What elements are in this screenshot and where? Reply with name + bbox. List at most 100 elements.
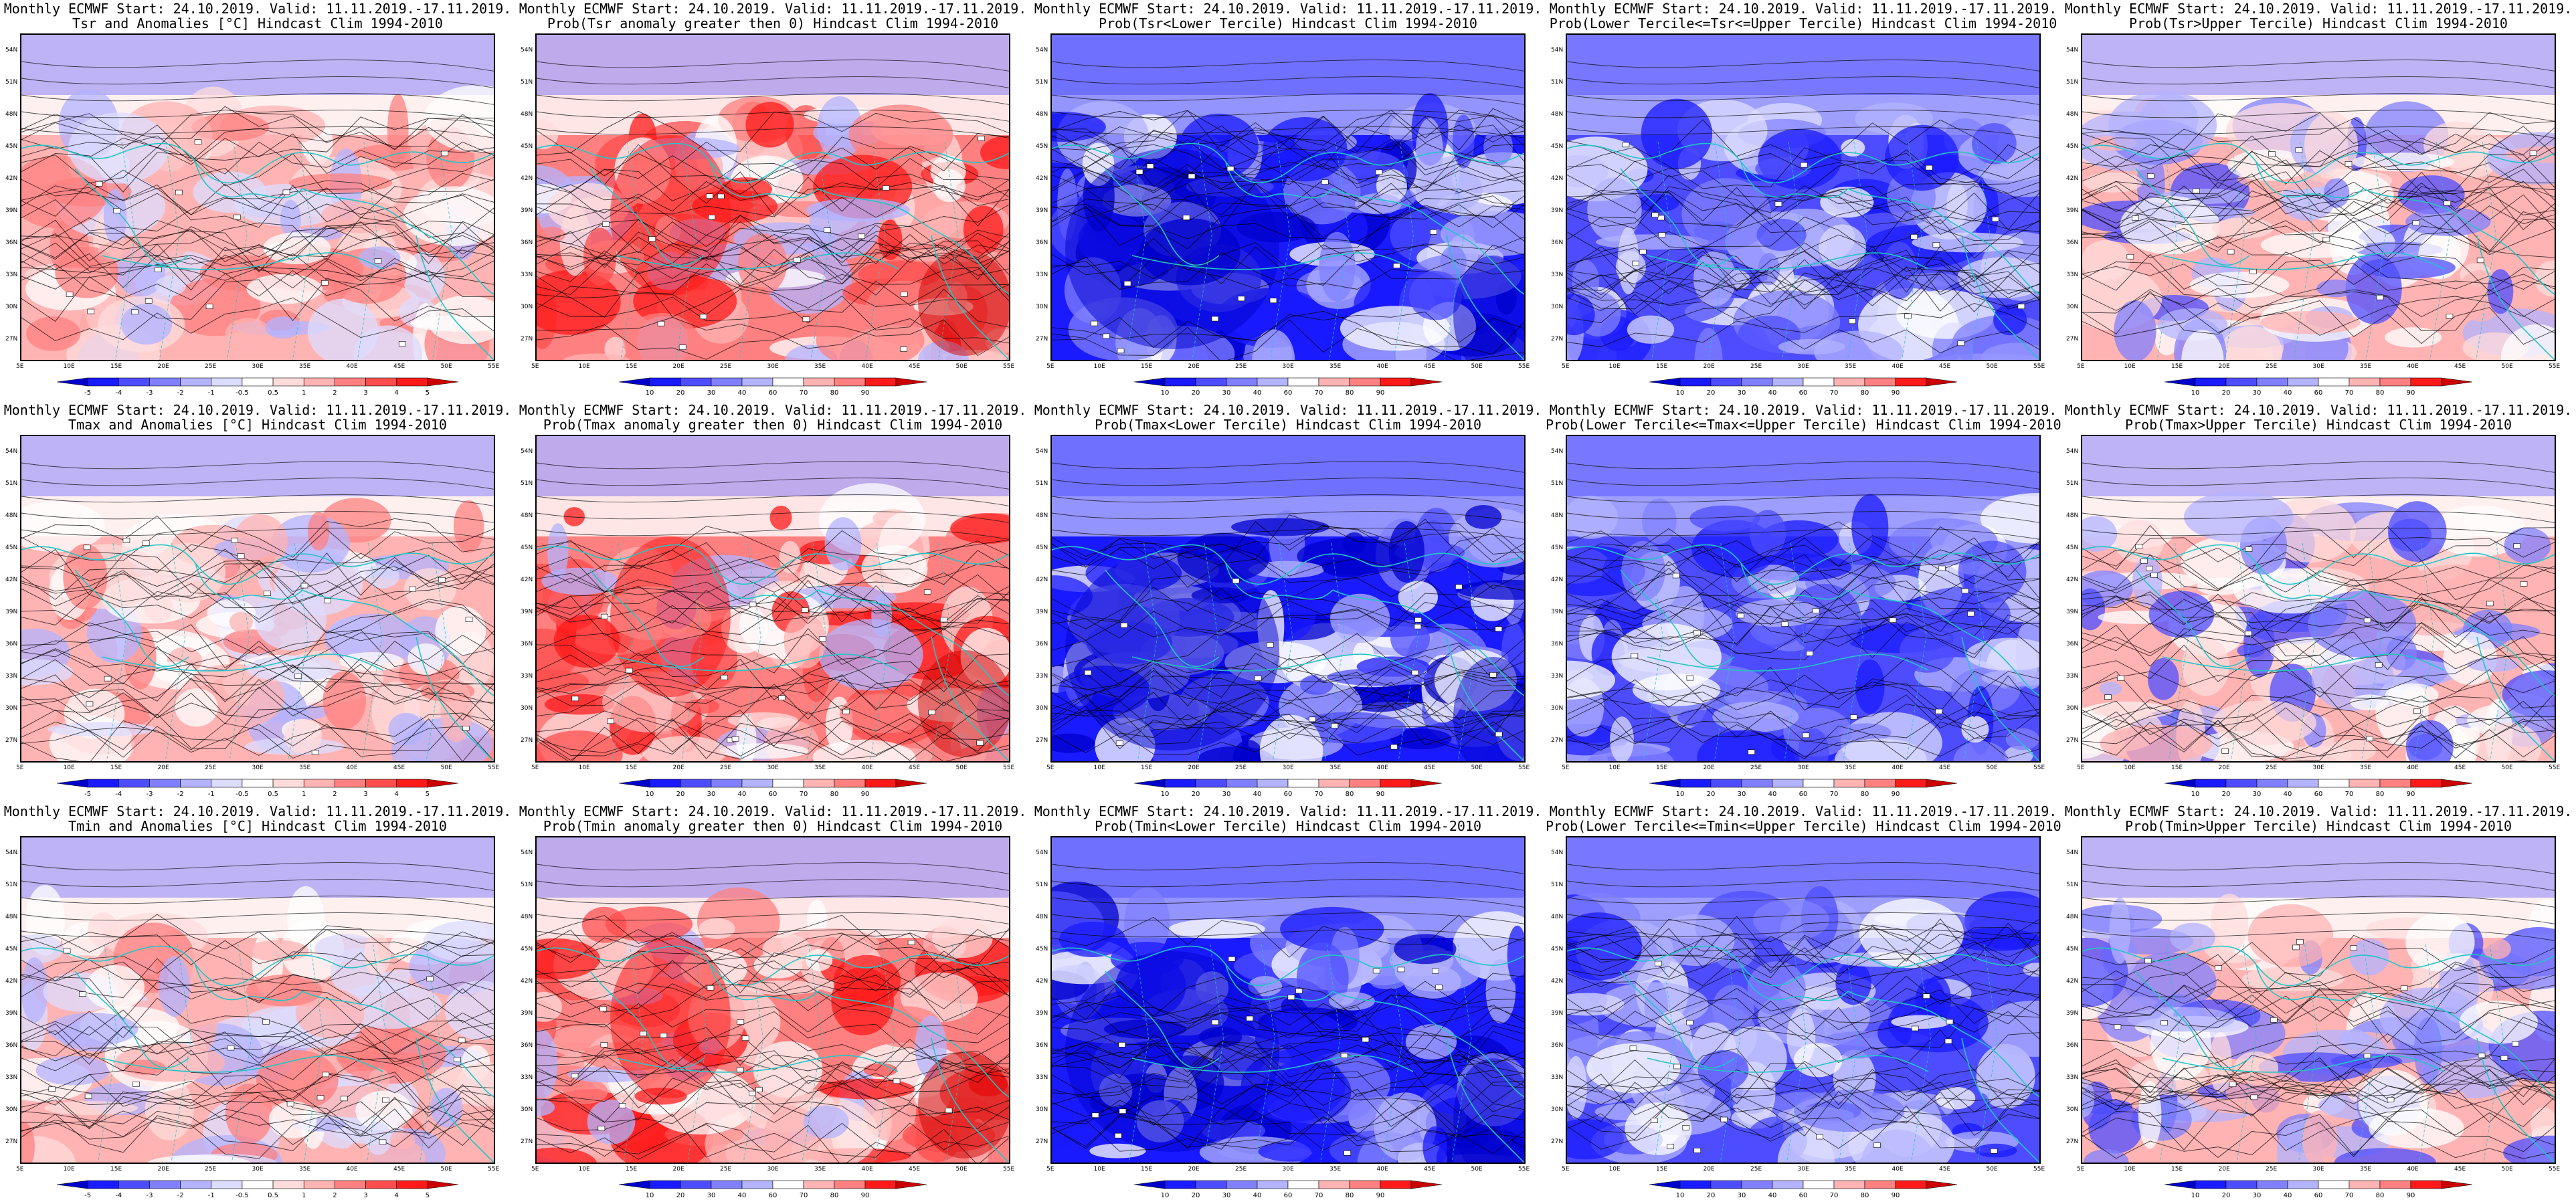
lon-tick-label: 15E [110,363,122,370]
lon-tick-label: 10E [2124,765,2136,771]
lon-tick-label: 45E [2454,363,2466,370]
map-panel: Monthly ECMWF Start: 24.10.2019. Valid: … [515,401,1030,803]
lat-tick-label: 36N [1551,1042,1564,1049]
panel-title: Prob(Tmax<Lower Tercile) Hindcast Clim 1… [1095,417,1481,433]
color-bar-label: 70 [1830,791,1839,798]
lon-tick-label: 55E [2033,765,2045,771]
lon-tick-label: 25E [720,363,732,370]
color-bar-label: 40 [738,791,747,798]
lon-tick-label: 50E [2501,363,2513,370]
lon-tick-label: 10E [63,765,75,771]
lon-tick-label: 15E [626,1166,638,1173]
map-area [535,836,1010,1164]
lon-tick-label: 20E [1188,1166,1200,1173]
color-bar-label: -4 [115,791,122,798]
lon-tick-label: 35E [1845,363,1857,370]
lat-tick-label: 51N [1036,882,1048,888]
lat-tick-label: 30N [521,1106,533,1113]
lat-tick-label: 36N [2066,641,2079,647]
lon-tick-label: 20E [672,363,684,370]
panel-header-line: Monthly ECMWF Start: 24.10.2019. Valid: … [3,402,512,418]
lat-tick-label: 39N [2066,609,2079,615]
color-bar-label: 40 [2284,1192,2292,1199]
lon-tick-label: 50E [2501,1166,2513,1173]
lat-tick-label: 27N [521,737,533,744]
lat-tick-label: 54N [1551,47,1564,54]
lat-tick-label: 48N [1551,512,1564,519]
lon-tick-label: 10E [578,363,590,370]
lat-tick-label: 51N [1551,79,1564,86]
lon-tick-label: 55E [1518,363,1530,370]
lon-tick-label: 35E [2360,765,2372,771]
lat-tick-label: 48N [1551,914,1564,920]
color-bar-label: 80 [2376,389,2385,397]
lon-tick-label: 10E [1608,765,1621,771]
color-bar-label: 20 [2222,389,2231,397]
lon-tick-label: 5E [1562,765,1570,771]
lat-tick-label: 36N [5,641,18,647]
lat-tick-label: 39N [1551,1010,1564,1017]
lat-tick-label: 54N [1036,448,1048,455]
lat-tick-label: 51N [521,882,533,888]
lon-tick-label: 40E [1892,765,1904,771]
lat-tick-label: 45N [1036,544,1048,551]
lat-tick-label: 51N [2066,480,2079,487]
color-bar-label: -2 [177,791,184,798]
color-bar-label: 40 [1768,389,1777,397]
lat-tick-label: 30N [521,705,533,712]
lon-tick-label: 45E [1424,363,1436,370]
lat-tick-label: 42N [521,577,533,583]
lat-tick-label: 39N [521,1010,533,1017]
map-field [1052,35,1524,360]
color-bar: -5 -4 -3 -2 -1 -0.5 0.5 1 2 3 4 5 [57,779,458,799]
map-field [2082,35,2555,360]
lat-tick-label: 33N [1036,272,1048,278]
color-bar-label: 2 [333,791,337,798]
color-bar-label: 10 [1161,389,1170,397]
color-bar-label: 20 [2222,791,2231,798]
color-bar-label: 3 [363,1192,367,1199]
map-field [1567,35,2039,360]
lon-tick-label: 50E [955,765,968,771]
lat-tick-label: 54N [1036,849,1048,856]
lat-tick-label: 27N [5,737,18,744]
color-bar-label: 40 [2284,791,2292,798]
lat-tick-label: 30N [1551,304,1564,310]
color-bar-label: 80 [2376,791,2385,798]
panel-header-line: Monthly ECMWF Start: 24.10.2019. Valid: … [1034,803,1542,819]
lat-tick-label: 30N [521,304,533,310]
lat-tick-label: 36N [521,239,533,246]
color-bar-label: 90 [2407,1192,2415,1199]
lat-tick-label: 27N [5,1138,18,1145]
lon-tick-label: 10E [578,765,590,771]
panel-header-line: Monthly ECMWF Start: 24.10.2019. Valid: … [1549,803,2057,819]
lat-tick-label: 33N [1551,673,1564,680]
lat-tick-label: 45N [1551,544,1564,551]
lat-tick-label: 54N [1551,448,1564,455]
lat-tick-label: 33N [5,1074,18,1081]
lat-tick-label: 27N [1551,737,1564,744]
lat-tick-label: 33N [1551,1074,1564,1081]
map-panel: Monthly ECMWF Start: 24.10.2019. Valid: … [1546,803,2061,1204]
lon-tick-label: 35E [1329,765,1342,771]
lon-tick-label: 45E [909,765,921,771]
lon-tick-label: 35E [814,1166,826,1173]
color-bar-label: 0.5 [268,791,278,798]
lat-tick-label: 33N [5,673,18,680]
color-bar-label: 20 [676,389,685,397]
color-bar-label: 40 [738,389,747,397]
color-bar-label: 70 [2345,791,2354,798]
lat-tick-label: 54N [1551,849,1564,856]
map-panel: Monthly ECMWF Start: 24.10.2019. Valid: … [2061,803,2576,1204]
lon-tick-label: 20E [157,765,169,771]
map-area [2081,836,2556,1164]
lon-tick-label: 40E [2407,363,2419,370]
lat-tick-label: 30N [2066,705,2079,712]
lon-tick-label: 15E [1656,1166,1668,1173]
lat-tick-label: 36N [1036,641,1048,647]
lat-tick-label: 51N [521,79,533,86]
lat-tick-label: 45N [521,544,533,551]
lon-tick-label: 35E [299,765,311,771]
lon-tick-label: 5E [1046,363,1054,370]
lon-tick-label: 20E [157,1166,169,1173]
